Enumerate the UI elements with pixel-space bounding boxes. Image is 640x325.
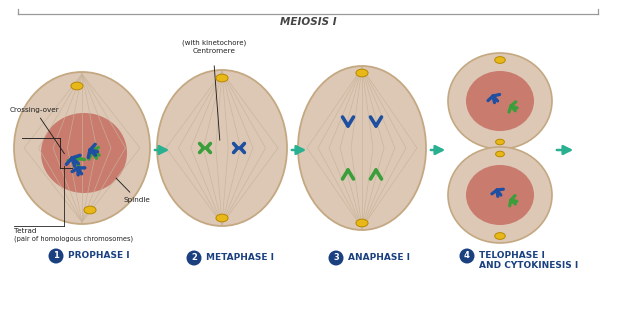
Text: MEIOSIS I: MEIOSIS I: [280, 17, 336, 27]
Text: 2: 2: [191, 254, 197, 263]
Ellipse shape: [495, 233, 506, 239]
Text: (pair of homologous chromosomes): (pair of homologous chromosomes): [14, 236, 133, 242]
Ellipse shape: [298, 66, 426, 230]
Text: Tetrad: Tetrad: [14, 228, 36, 234]
Circle shape: [186, 251, 202, 266]
Ellipse shape: [356, 219, 368, 227]
Circle shape: [49, 249, 63, 264]
Text: Centromere: Centromere: [193, 48, 236, 54]
Ellipse shape: [466, 71, 534, 131]
Text: PROPHASE I: PROPHASE I: [68, 252, 130, 261]
Text: METAPHASE I: METAPHASE I: [206, 254, 274, 263]
Text: ANAPHASE I: ANAPHASE I: [348, 254, 410, 263]
Text: AND CYTOKINESIS I: AND CYTOKINESIS I: [479, 262, 579, 270]
Ellipse shape: [71, 82, 83, 90]
Ellipse shape: [356, 69, 368, 77]
Text: Crossing-over: Crossing-over: [10, 107, 65, 154]
Ellipse shape: [466, 165, 534, 225]
Ellipse shape: [216, 214, 228, 222]
Text: 1: 1: [53, 252, 59, 261]
Ellipse shape: [495, 139, 504, 145]
Ellipse shape: [84, 206, 96, 214]
Ellipse shape: [448, 53, 552, 149]
Ellipse shape: [216, 74, 228, 82]
Ellipse shape: [495, 57, 506, 63]
Ellipse shape: [157, 70, 287, 226]
Circle shape: [328, 251, 344, 266]
Ellipse shape: [495, 151, 504, 157]
Text: 4: 4: [464, 252, 470, 261]
Ellipse shape: [41, 113, 127, 193]
Ellipse shape: [14, 72, 150, 224]
Ellipse shape: [448, 147, 552, 243]
Text: TELOPHASE I: TELOPHASE I: [479, 252, 545, 261]
Text: Spindle: Spindle: [116, 178, 151, 203]
Text: (with kinetochore): (with kinetochore): [182, 40, 246, 46]
Text: 3: 3: [333, 254, 339, 263]
Circle shape: [460, 249, 474, 264]
